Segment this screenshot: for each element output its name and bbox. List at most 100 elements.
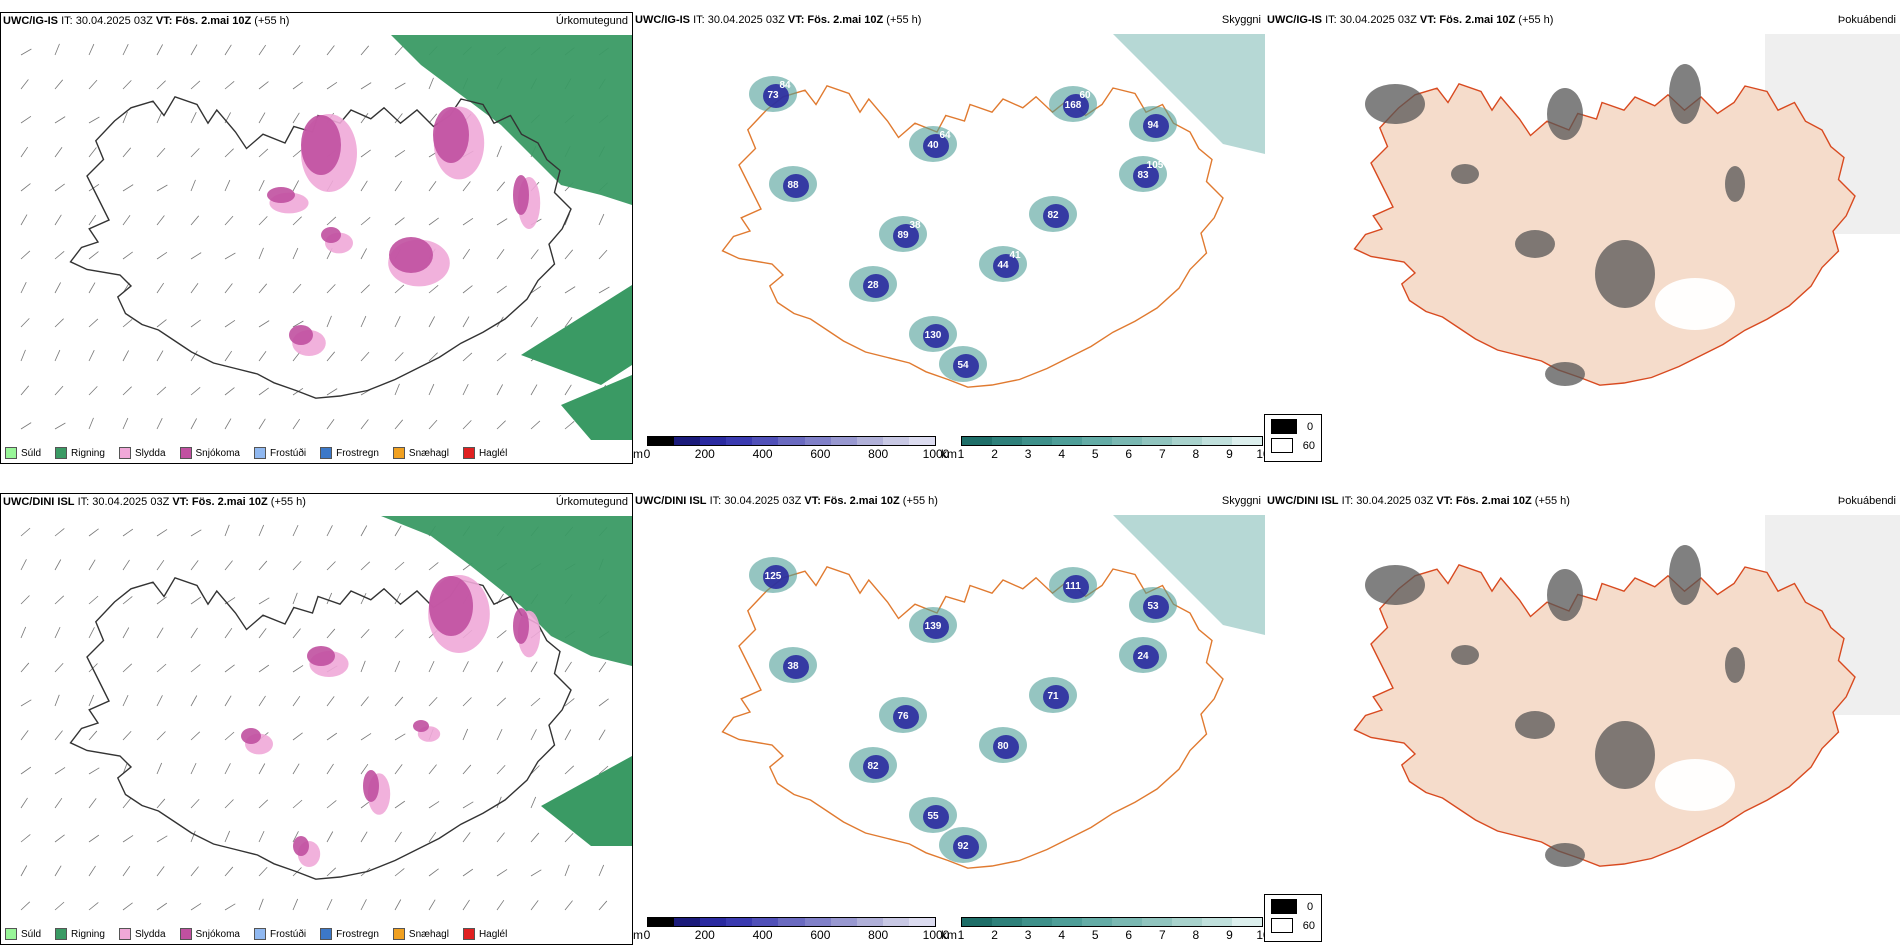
legend-label: Haglél: [478, 928, 508, 940]
colorbar-tick: 3: [1024, 928, 1032, 942]
legend-item: Súld: [5, 447, 41, 459]
precip-legend: Súld Rigning Slydda Snjókoma Frostúði Frostre…: [5, 447, 507, 459]
colorbar-segment: [856, 918, 883, 926]
legend-item: Haglél: [462, 928, 508, 940]
colorbar-segment: [882, 918, 909, 926]
colorbar-tick: 10: [1256, 928, 1265, 942]
cloudbase-colorbar: m 0 200 400 600 800 1000: [633, 436, 949, 464]
cloudbase-value-labels: 125 111 139 24 76 80 82 55 92 53 38 71: [765, 571, 1159, 852]
legend-label: Frostregn: [336, 928, 379, 940]
legend-swatch: [253, 928, 266, 940]
colorbar-tick: 4: [1058, 928, 1065, 942]
colorbar-tick: 1: [957, 447, 965, 461]
cloudbase-value: 53: [1147, 601, 1159, 612]
model-name: UWC/IG-IS: [1267, 14, 1322, 26]
colorbar-segment: [830, 437, 857, 445]
legend-swatch: [118, 447, 131, 459]
cloudbase-value-labels: 73 168 40 83 89 44 28 130 54 94 88 82 84 60 64 105 38 41: [767, 80, 1163, 371]
fog-legend-label: 60: [1302, 919, 1315, 932]
colorbar-tick: 0: [643, 928, 651, 942]
legend-swatch: [179, 928, 192, 940]
cloudbase-value: 125: [765, 571, 782, 582]
cloudbase-value: 94: [1147, 120, 1159, 131]
colorbar-segment: [726, 437, 753, 445]
legend-item: Frostúði: [253, 447, 306, 459]
cloudbase-value: 92: [957, 841, 969, 852]
lead-time: (+55 h): [270, 496, 306, 508]
cloudbase-value: 41: [1009, 250, 1021, 261]
legend-label: Frostregn: [336, 447, 379, 459]
iceland-outline: [69, 576, 572, 880]
cloudbase-areas: [749, 557, 1177, 863]
colorbar-segment: [962, 918, 992, 926]
lead-time: (+55 h): [886, 14, 922, 26]
cloudbase-value: 84: [779, 80, 791, 91]
legend-label: Snæhagl: [408, 928, 449, 940]
model-name: UWC/DINI ISL: [1267, 495, 1339, 507]
colorbar-segment: [726, 918, 753, 926]
legend-swatch: [253, 447, 266, 459]
legend-swatch: [5, 928, 17, 940]
panel-title: Úrkomutegund: [555, 496, 628, 508]
colorbar-segment: [908, 437, 936, 445]
legend-swatch: [462, 928, 475, 940]
lead-time: (+55 h): [1534, 495, 1570, 507]
cloudbase-value: 168: [1065, 100, 1082, 111]
colorbar-segment: [1232, 437, 1262, 445]
colorbar-segment: [1082, 918, 1112, 926]
colorbar-segment: [1112, 437, 1142, 445]
cloud-map: 73 168 40 83 89 44 28 130 54 94 88 82 84 60 64 105 38 41: [721, 34, 1265, 388]
fog-legend-swatch: [1271, 918, 1293, 933]
legend-item: Snæhagl: [392, 447, 449, 459]
valid-time: VT: Fös. 2.mai 10Z: [804, 495, 900, 507]
colorbar-tick: 6: [1125, 928, 1133, 942]
fog-legend-label: 0: [1307, 420, 1314, 433]
rain-area: [391, 35, 632, 440]
legend-swatch: [179, 447, 192, 459]
colorbar-segment: [700, 918, 727, 926]
legend-item: Snæhagl: [392, 928, 449, 940]
colorbar-segment: [1082, 437, 1112, 445]
precip-map: [20, 516, 632, 911]
colorbar-unit: m: [633, 447, 643, 461]
fog-panel-row1: UWC/IG-IS IT: 30.04.2025 03Z VT: Fös. 2.…: [1265, 12, 1900, 464]
cloudbase-value: 54: [957, 360, 969, 371]
colorbar-segment: [674, 918, 701, 926]
colorbar-segment: [804, 918, 831, 926]
visibility-colorbar: km1 2 3 4 5 6 7 8 9 10: [941, 917, 1265, 945]
legend-swatch: [118, 928, 131, 940]
colorbar-segment: [882, 437, 909, 445]
cloudbase-value: 24: [1137, 651, 1149, 662]
cloudbase-value: 71: [1047, 691, 1059, 702]
init-time: IT: 30.04.2025 03Z: [1341, 495, 1434, 507]
legend-swatch: [55, 447, 68, 459]
legend-item: Frostregn: [320, 447, 379, 459]
model-name: UWC/DINI ISL: [3, 496, 75, 508]
cloudbase-value: 130: [925, 330, 942, 341]
colorbar-ticks: 0 200 400 600 800 1000: [643, 928, 950, 942]
cloudbase-value: 44: [997, 260, 1009, 271]
colorbar-segment: [674, 437, 701, 445]
lead-time: (+55 h): [1518, 14, 1554, 26]
iceland-outline: [721, 565, 1224, 869]
colorbar-tick: 5: [1091, 928, 1099, 942]
colorbar-strip: [647, 436, 936, 446]
init-time: IT: 30.04.2025 03Z: [77, 496, 170, 508]
fog-map: [1353, 34, 1900, 386]
precip-map: [20, 35, 632, 440]
legend-swatch: [462, 447, 475, 459]
legend-label: Snjókoma: [195, 447, 240, 459]
fog-legend: 0 60: [1264, 894, 1322, 942]
colorbar-segment: [962, 437, 992, 445]
cloudbase-colorbar: m 0 200 400 600 800 1000: [633, 917, 950, 945]
colorbar-tick: 200: [694, 928, 715, 942]
valid-time: VT: Fös. 2.mai 10Z: [787, 14, 884, 26]
rain-area: [381, 516, 632, 846]
legend-label: Rigning: [71, 447, 105, 459]
colorbar-tick: 8: [1192, 928, 1200, 942]
cloudbase-value: 28: [867, 280, 879, 291]
wind-barbs: [20, 43, 610, 430]
colorbar-tick: 2: [991, 928, 998, 942]
legend-item: Frostúði: [253, 928, 306, 940]
colorbar-segment: [1022, 918, 1052, 926]
